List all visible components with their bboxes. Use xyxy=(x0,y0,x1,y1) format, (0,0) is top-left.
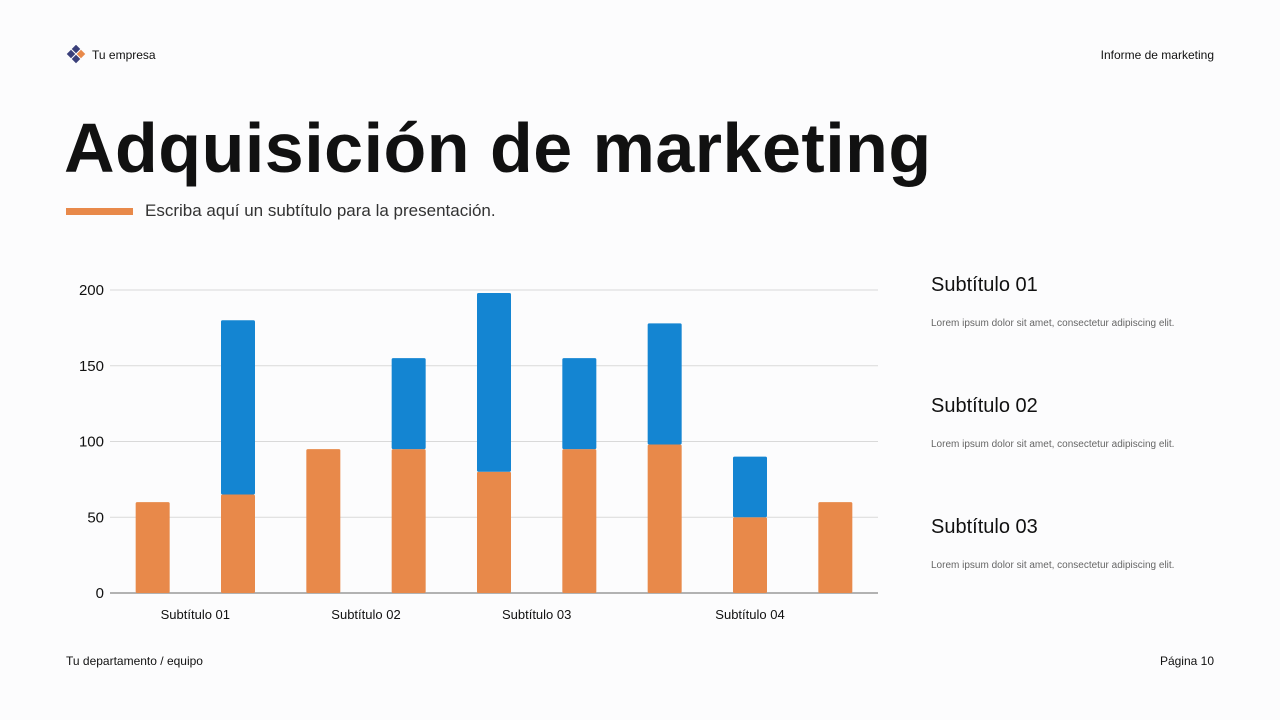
bar-segment-orange xyxy=(562,449,597,593)
bar-segment-orange xyxy=(647,444,682,593)
side-section-text: Lorem ipsum dolor sit amet, consectetur … xyxy=(931,439,1175,450)
subtitle-row: Escriba aquí un subtítulo para la presen… xyxy=(66,201,496,221)
company-name: Tu empresa xyxy=(92,48,156,62)
side-section-2: Subtítulo 02 Lorem ipsum dolor sit amet,… xyxy=(931,395,1174,450)
y-tick-label: 150 xyxy=(79,358,104,375)
report-name: Informe de marketing xyxy=(1100,48,1214,62)
bar-segment-blue xyxy=(221,320,255,495)
subtitle-accent-bar xyxy=(66,207,133,215)
side-section-text: Lorem ipsum dolor sit amet, consectetur … xyxy=(931,318,1175,329)
bar-segment-orange xyxy=(818,502,853,593)
footer-department: Tu departamento / equipo xyxy=(66,654,203,668)
bar-segment-orange xyxy=(477,471,511,593)
bar-segment-orange xyxy=(391,449,426,593)
page-subtitle: Escriba aquí un subtítulo para la presen… xyxy=(145,201,496,220)
side-section-title: Subtítulo 03 xyxy=(931,516,1038,538)
y-tick-label: 50 xyxy=(87,509,104,526)
bar-segment-blue xyxy=(733,456,767,518)
x-category-label: Subtítulo 01 xyxy=(161,607,230,622)
company-logo: Tu empresa xyxy=(66,45,156,65)
page-title: Adquisición de marketing xyxy=(64,109,932,187)
bar-segment-blue xyxy=(477,293,511,472)
bar-segment-blue xyxy=(391,358,426,450)
x-category-label: Subtítulo 03 xyxy=(502,607,571,622)
y-tick-label: 0 xyxy=(96,585,104,602)
side-section-3: Subtítulo 03 Lorem ipsum dolor sit amet,… xyxy=(931,516,1174,571)
x-category-label: Subtítulo 04 xyxy=(715,607,784,622)
diamond-logo-icon xyxy=(66,45,86,64)
bar-segment-blue xyxy=(562,358,597,450)
side-section-text: Lorem ipsum dolor sit amet, consectetur … xyxy=(931,560,1175,571)
side-section-title: Subtítulo 01 xyxy=(931,274,1038,296)
bar-segment-orange xyxy=(733,517,767,593)
bar-segment-blue xyxy=(647,323,682,445)
x-category-label: Subtítulo 02 xyxy=(331,607,400,622)
y-tick-label: 100 xyxy=(79,434,104,451)
bar-segment-orange xyxy=(135,502,170,593)
bar-segment-orange xyxy=(306,449,341,593)
y-tick-label: 200 xyxy=(79,282,104,299)
stacked-bar-chart: 0 50 100 150 200 Subtítulo 01 Subtítulo 02 Subt… xyxy=(79,282,878,622)
side-section-1: Subtítulo 01 Lorem ipsum dolor sit amet,… xyxy=(931,274,1174,329)
bar-segment-orange xyxy=(221,494,255,593)
side-section-title: Subtítulo 02 xyxy=(931,395,1038,417)
footer-page-number: Página 10 xyxy=(1159,654,1214,668)
